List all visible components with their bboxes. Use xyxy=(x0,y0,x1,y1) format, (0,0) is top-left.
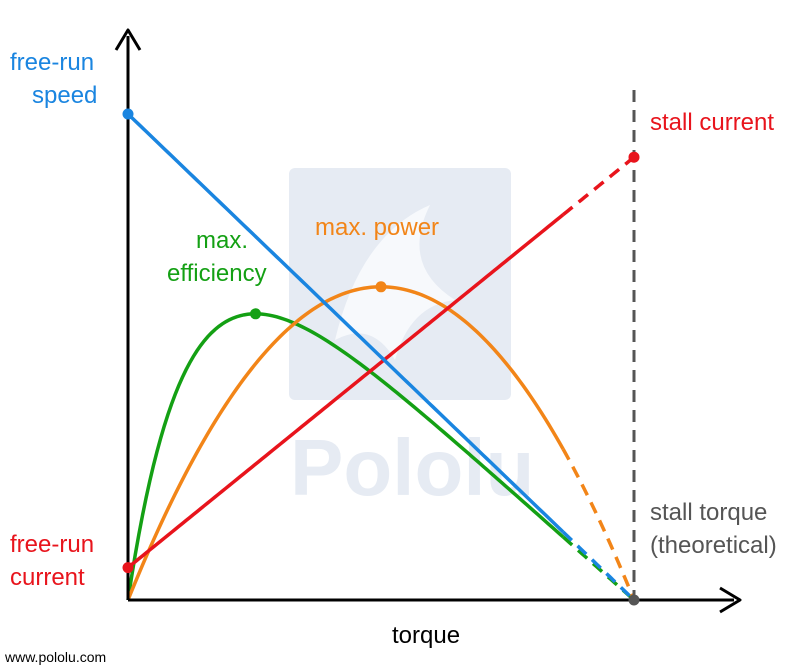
x-axis-arrow-icon xyxy=(719,586,742,614)
current-label: free-run current xyxy=(10,531,101,591)
pololu-watermark: Pololu xyxy=(289,168,534,512)
stall-torque-point xyxy=(628,594,640,606)
stall-current-point xyxy=(628,151,640,163)
max-efficiency-point xyxy=(250,308,262,320)
labels: free-run speed free-run current stall cu… xyxy=(4,49,777,665)
x-axis-label: torque xyxy=(392,622,460,649)
speed-curve xyxy=(126,112,565,534)
credit-text: www.pololu.com xyxy=(4,649,106,665)
power-curve-extrapolated xyxy=(561,448,636,601)
current-curve xyxy=(126,213,565,569)
curves-layer xyxy=(126,112,636,602)
efficiency-curve xyxy=(126,312,565,601)
stall-current-label: stall current xyxy=(650,109,774,136)
max-efficiency-label: max. efficiency xyxy=(167,227,267,287)
watermark-logo-mark xyxy=(335,205,455,360)
points-layer xyxy=(122,108,640,606)
power-curve xyxy=(126,285,565,601)
max-power-point xyxy=(375,281,387,293)
free-run-speed-point xyxy=(122,108,134,120)
current-curve-extrapolated xyxy=(562,155,636,217)
y-axis-arrow-icon xyxy=(114,28,142,51)
speed-label: free-run speed xyxy=(10,49,101,109)
speed-curve-extrapolated xyxy=(561,530,636,602)
stall-torque-label: stall torque (theoretical) xyxy=(650,499,777,559)
efficiency-curve-extrapolated xyxy=(561,535,636,602)
max-power-label: max. power xyxy=(315,214,439,241)
free-run-current-point xyxy=(122,562,134,574)
